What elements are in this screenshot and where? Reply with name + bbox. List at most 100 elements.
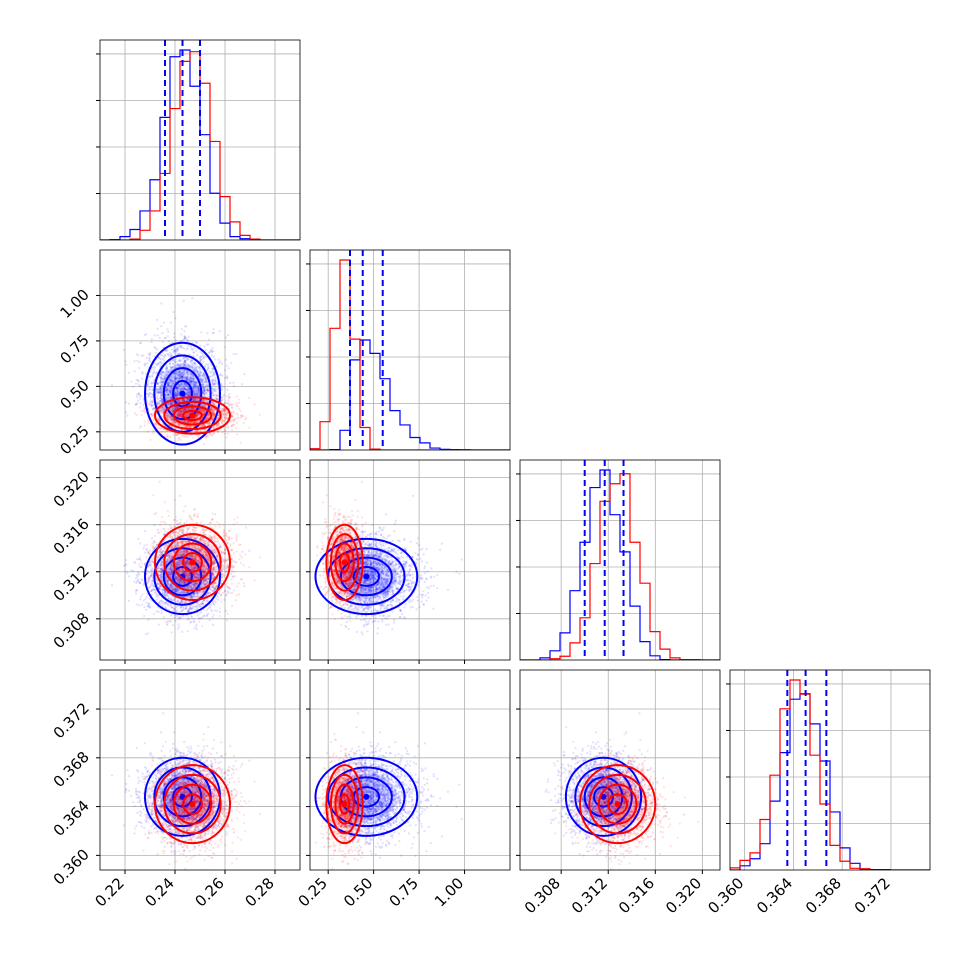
sample-point	[168, 378, 171, 381]
sample-point	[169, 386, 172, 389]
sample-point	[181, 376, 184, 379]
sample-point	[172, 358, 176, 361]
sample-point	[205, 399, 208, 402]
sample-point	[127, 402, 131, 405]
sample-point	[178, 387, 181, 390]
sample-point	[190, 373, 193, 376]
sample-point	[172, 401, 175, 404]
sample-point	[216, 398, 219, 401]
sample-point	[185, 376, 188, 380]
sample-point	[171, 380, 174, 383]
sample-point	[186, 378, 189, 381]
sample-point	[150, 405, 153, 408]
sample-point	[199, 351, 202, 354]
sample-point	[176, 519, 179, 522]
sample-point	[174, 350, 177, 353]
sample-point	[188, 365, 191, 369]
sample-point	[183, 382, 186, 385]
sample-point	[170, 389, 173, 392]
sample-point	[173, 367, 176, 370]
sample-point	[174, 396, 177, 399]
sample-point	[203, 386, 207, 389]
sample-point	[163, 378, 166, 382]
sample-point	[193, 384, 197, 387]
sample-point	[137, 354, 140, 357]
sample-point	[165, 369, 168, 372]
sample-point	[224, 358, 227, 361]
sample-point	[193, 366, 196, 369]
sample-point	[221, 374, 224, 377]
sample-point	[174, 339, 178, 342]
sample-point	[150, 338, 153, 341]
sample-point	[230, 361, 233, 364]
sample-point	[182, 398, 185, 401]
sample-point	[204, 404, 207, 407]
sample-point	[182, 387, 185, 390]
sample-point	[192, 351, 195, 354]
sample-point	[213, 394, 216, 397]
sample-point	[204, 378, 207, 381]
sample-point	[174, 352, 177, 355]
sample-point	[169, 388, 172, 392]
sample-point	[165, 370, 168, 374]
sample-point	[172, 380, 175, 383]
sample-point	[166, 373, 169, 377]
sample-point	[168, 361, 171, 364]
sample-point	[190, 380, 193, 384]
sample-point	[161, 371, 164, 374]
sample-point	[237, 398, 241, 401]
sample-point	[176, 377, 179, 380]
sample-point	[180, 377, 183, 380]
sample-point	[184, 388, 187, 391]
sample-point	[175, 405, 178, 408]
sample-point	[186, 373, 190, 376]
sample-point	[190, 382, 193, 385]
sample-point	[168, 387, 171, 390]
sample-point	[224, 428, 227, 431]
sample-point	[190, 365, 193, 368]
sample-point	[192, 377, 195, 381]
sample-point	[175, 405, 178, 408]
sample-point	[161, 390, 164, 393]
sample-point	[154, 347, 157, 350]
sample-point	[169, 390, 172, 394]
sample-point	[203, 364, 206, 368]
sample-point	[183, 388, 186, 391]
panel-frame	[309, 249, 511, 451]
sample-point	[213, 373, 216, 376]
sample-point	[180, 377, 184, 380]
sample-point	[189, 373, 192, 376]
sample-point	[215, 597, 218, 600]
sample-point	[182, 387, 185, 390]
sample-point	[183, 359, 187, 362]
sample-point	[177, 370, 180, 373]
sample-point	[199, 372, 203, 375]
sample-point	[174, 391, 177, 394]
sample-point	[177, 386, 180, 389]
sample-point	[161, 377, 164, 380]
sample-point	[165, 388, 168, 391]
sample-point	[183, 336, 187, 339]
sample-point	[139, 598, 142, 601]
sample-point	[167, 402, 170, 405]
sample-point	[237, 401, 241, 404]
sample-point	[174, 376, 177, 379]
sample-point	[199, 344, 202, 347]
sample-point	[202, 376, 205, 379]
sample-point	[147, 408, 151, 412]
sample-point	[166, 383, 169, 386]
sample-point	[189, 360, 192, 363]
sample-point	[186, 392, 189, 395]
sample-point	[137, 383, 141, 386]
sample-point	[168, 339, 171, 343]
sample-point	[136, 395, 139, 398]
sample-point	[224, 432, 227, 436]
sample-point	[194, 393, 197, 396]
sample-point	[169, 390, 172, 393]
sample-point	[206, 387, 209, 391]
sample-point	[183, 360, 187, 363]
sample-point	[188, 380, 191, 384]
sample-point	[174, 360, 178, 364]
sample-point	[174, 377, 177, 380]
sample-point	[167, 403, 170, 406]
